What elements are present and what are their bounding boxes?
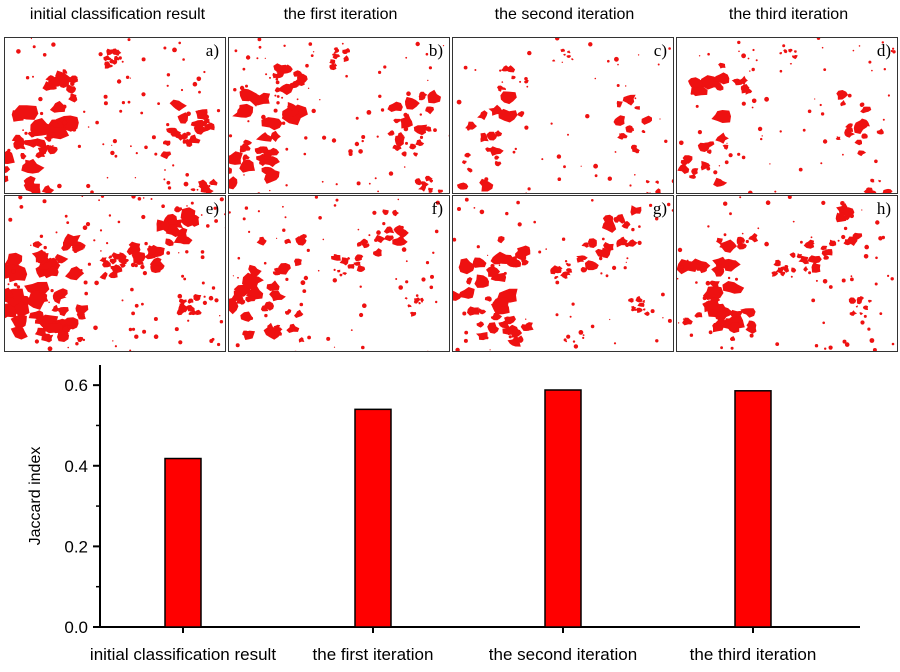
mask-d (677, 38, 896, 193)
mask-h (677, 196, 895, 351)
bar-4 (734, 390, 772, 628)
panel-e: e) (4, 195, 226, 352)
y-tick-label: 0.2 (64, 537, 88, 556)
panel-b: b) (228, 37, 450, 194)
x-tick-label: the second iteration (489, 645, 637, 664)
panel-label-g: g) (652, 199, 667, 218)
column-title-third: the third iteration (728, 6, 849, 23)
panel-label-c: c) (653, 41, 667, 60)
panel-label-e: e) (205, 199, 219, 218)
y-axis-label: Jaccard index (27, 447, 44, 546)
panel-label-a: a) (205, 41, 219, 60)
y-tick-label: 0.6 (64, 376, 88, 395)
bar-1 (164, 457, 202, 628)
x-tick-label: initial classification result (90, 645, 276, 664)
mask-b (229, 38, 449, 193)
column-title-second: the second iteration (494, 6, 635, 23)
panel-g: g) (452, 195, 674, 352)
panel-h: h) (676, 195, 898, 352)
column-title-initial: initial classification result (29, 6, 206, 23)
mask-c (456, 38, 673, 193)
panel-label-b: b) (428, 41, 443, 60)
panel-label-d: d) (876, 41, 891, 60)
mask-f (229, 196, 440, 351)
panel-c: c) (452, 37, 674, 194)
panel-a: a) (4, 37, 226, 194)
panel-label-f: f) (431, 199, 443, 218)
bar-2 (354, 408, 392, 628)
panel-label-h: h) (876, 199, 891, 218)
panel-f: f) (228, 195, 450, 352)
column-title-first: the first iteration (283, 6, 398, 23)
mask-e (5, 196, 225, 351)
x-tick-label: the first iteration (313, 645, 434, 664)
x-tick-label: the third iteration (690, 645, 817, 664)
mask-a (5, 38, 221, 193)
bar-3 (544, 389, 582, 628)
y-tick-label: 0.0 (64, 618, 88, 637)
mask-g (453, 197, 673, 351)
y-tick-label: 0.4 (64, 457, 88, 476)
panel-d: d) (676, 37, 898, 194)
jaccard-bar-chart: 0.0 0.2 0.4 0.6 Jaccard index initial classif… (27, 365, 860, 664)
